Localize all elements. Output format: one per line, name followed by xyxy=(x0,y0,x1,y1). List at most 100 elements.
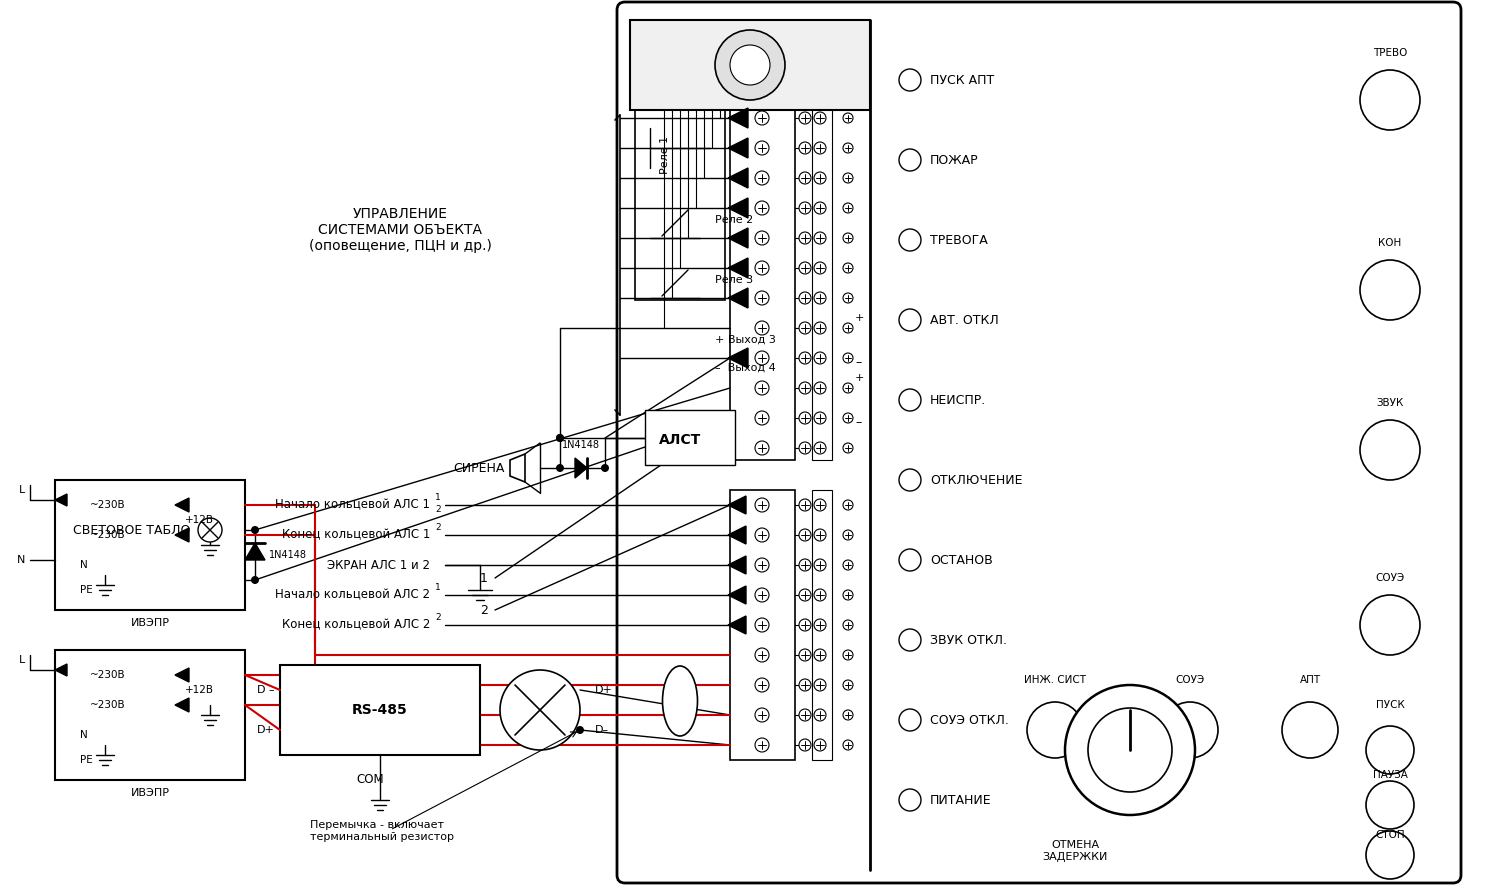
Circle shape xyxy=(1161,702,1218,758)
Polygon shape xyxy=(728,496,745,514)
Circle shape xyxy=(898,149,921,171)
Circle shape xyxy=(843,590,852,600)
Circle shape xyxy=(799,649,811,661)
Circle shape xyxy=(843,680,852,690)
Text: АПТ: АПТ xyxy=(1299,675,1320,685)
Circle shape xyxy=(843,353,852,363)
Circle shape xyxy=(843,413,852,423)
Circle shape xyxy=(843,530,852,540)
Text: СОУЭ ОТКЛ.: СОУЭ ОТКЛ. xyxy=(930,713,1008,727)
Bar xyxy=(644,410,735,465)
Text: + Выход 3: + Выход 3 xyxy=(714,335,775,345)
Circle shape xyxy=(814,619,826,631)
Circle shape xyxy=(799,442,811,454)
Text: +: + xyxy=(855,373,864,383)
Circle shape xyxy=(799,709,811,721)
Circle shape xyxy=(799,142,811,154)
Circle shape xyxy=(843,143,852,153)
Bar xyxy=(55,480,245,610)
Circle shape xyxy=(555,464,564,472)
Circle shape xyxy=(814,142,826,154)
Circle shape xyxy=(1028,702,1083,758)
Text: –: – xyxy=(855,357,861,369)
Bar xyxy=(812,100,832,460)
Circle shape xyxy=(814,232,826,244)
Circle shape xyxy=(1089,708,1172,792)
Circle shape xyxy=(754,498,769,512)
Circle shape xyxy=(814,739,826,751)
Circle shape xyxy=(799,499,811,511)
Circle shape xyxy=(1282,702,1338,758)
Polygon shape xyxy=(728,228,748,248)
Text: Реле 1: Реле 1 xyxy=(659,136,670,174)
Polygon shape xyxy=(175,498,189,512)
Circle shape xyxy=(714,30,786,100)
Circle shape xyxy=(799,589,811,601)
Text: +12В: +12В xyxy=(186,685,214,695)
Circle shape xyxy=(814,292,826,304)
Circle shape xyxy=(898,709,921,731)
Text: ЗВУК ОТКЛ.: ЗВУК ОТКЛ. xyxy=(930,633,1007,647)
Circle shape xyxy=(814,202,826,214)
Text: ЭКРАН АЛС 1 и 2: ЭКРАН АЛС 1 и 2 xyxy=(327,558,431,572)
Polygon shape xyxy=(575,458,587,478)
Text: СТОП: СТОП xyxy=(1375,830,1405,840)
Text: –  Выход 4: – Выход 4 xyxy=(714,363,775,373)
Circle shape xyxy=(799,529,811,541)
Bar xyxy=(812,490,832,760)
Text: ИВЭПР: ИВЭПР xyxy=(131,788,169,798)
Text: Начало кольцевой АЛС 2: Начало кольцевой АЛС 2 xyxy=(275,589,431,601)
Circle shape xyxy=(843,740,852,750)
Text: ПОЖАР: ПОЖАР xyxy=(930,153,979,167)
Circle shape xyxy=(814,709,826,721)
Circle shape xyxy=(754,558,769,572)
Text: N: N xyxy=(80,730,88,740)
Text: АЛСТ: АЛСТ xyxy=(659,433,701,447)
Circle shape xyxy=(754,648,769,662)
Circle shape xyxy=(843,113,852,123)
FancyArrowPatch shape xyxy=(662,270,688,296)
Circle shape xyxy=(799,559,811,571)
Polygon shape xyxy=(728,168,748,188)
Circle shape xyxy=(754,291,769,305)
Text: ~230В: ~230В xyxy=(91,530,126,540)
Text: L: L xyxy=(19,655,25,665)
Circle shape xyxy=(843,173,852,183)
Text: 2: 2 xyxy=(435,522,441,531)
Circle shape xyxy=(731,45,771,85)
Circle shape xyxy=(754,111,769,125)
Text: 2: 2 xyxy=(435,613,441,622)
Circle shape xyxy=(814,499,826,511)
Circle shape xyxy=(814,172,826,184)
Polygon shape xyxy=(728,556,745,574)
Circle shape xyxy=(843,500,852,510)
Circle shape xyxy=(754,411,769,425)
Circle shape xyxy=(754,528,769,542)
Text: +: + xyxy=(855,313,864,323)
Text: N: N xyxy=(80,560,88,570)
Bar xyxy=(55,650,245,780)
Polygon shape xyxy=(728,198,748,218)
Text: PE: PE xyxy=(80,585,92,595)
Circle shape xyxy=(843,203,852,213)
Text: НЕИСПР.: НЕИСПР. xyxy=(930,393,986,407)
Polygon shape xyxy=(55,664,67,676)
Text: RS-485: RS-485 xyxy=(352,703,408,717)
Text: ОТМЕНА
ЗАДЕРЖКИ: ОТМЕНА ЗАДЕРЖКИ xyxy=(1042,840,1108,862)
Text: +12В: +12В xyxy=(186,515,214,525)
Circle shape xyxy=(198,518,221,542)
Polygon shape xyxy=(728,108,748,128)
Circle shape xyxy=(754,618,769,632)
Text: 2: 2 xyxy=(480,604,489,616)
Circle shape xyxy=(754,231,769,245)
Text: 1: 1 xyxy=(435,582,441,591)
Circle shape xyxy=(1360,420,1420,480)
Circle shape xyxy=(251,526,258,534)
Circle shape xyxy=(843,560,852,570)
Circle shape xyxy=(898,309,921,331)
Text: D+: D+ xyxy=(595,685,613,695)
Circle shape xyxy=(898,389,921,411)
Circle shape xyxy=(799,739,811,751)
Polygon shape xyxy=(245,543,264,560)
Circle shape xyxy=(814,679,826,691)
